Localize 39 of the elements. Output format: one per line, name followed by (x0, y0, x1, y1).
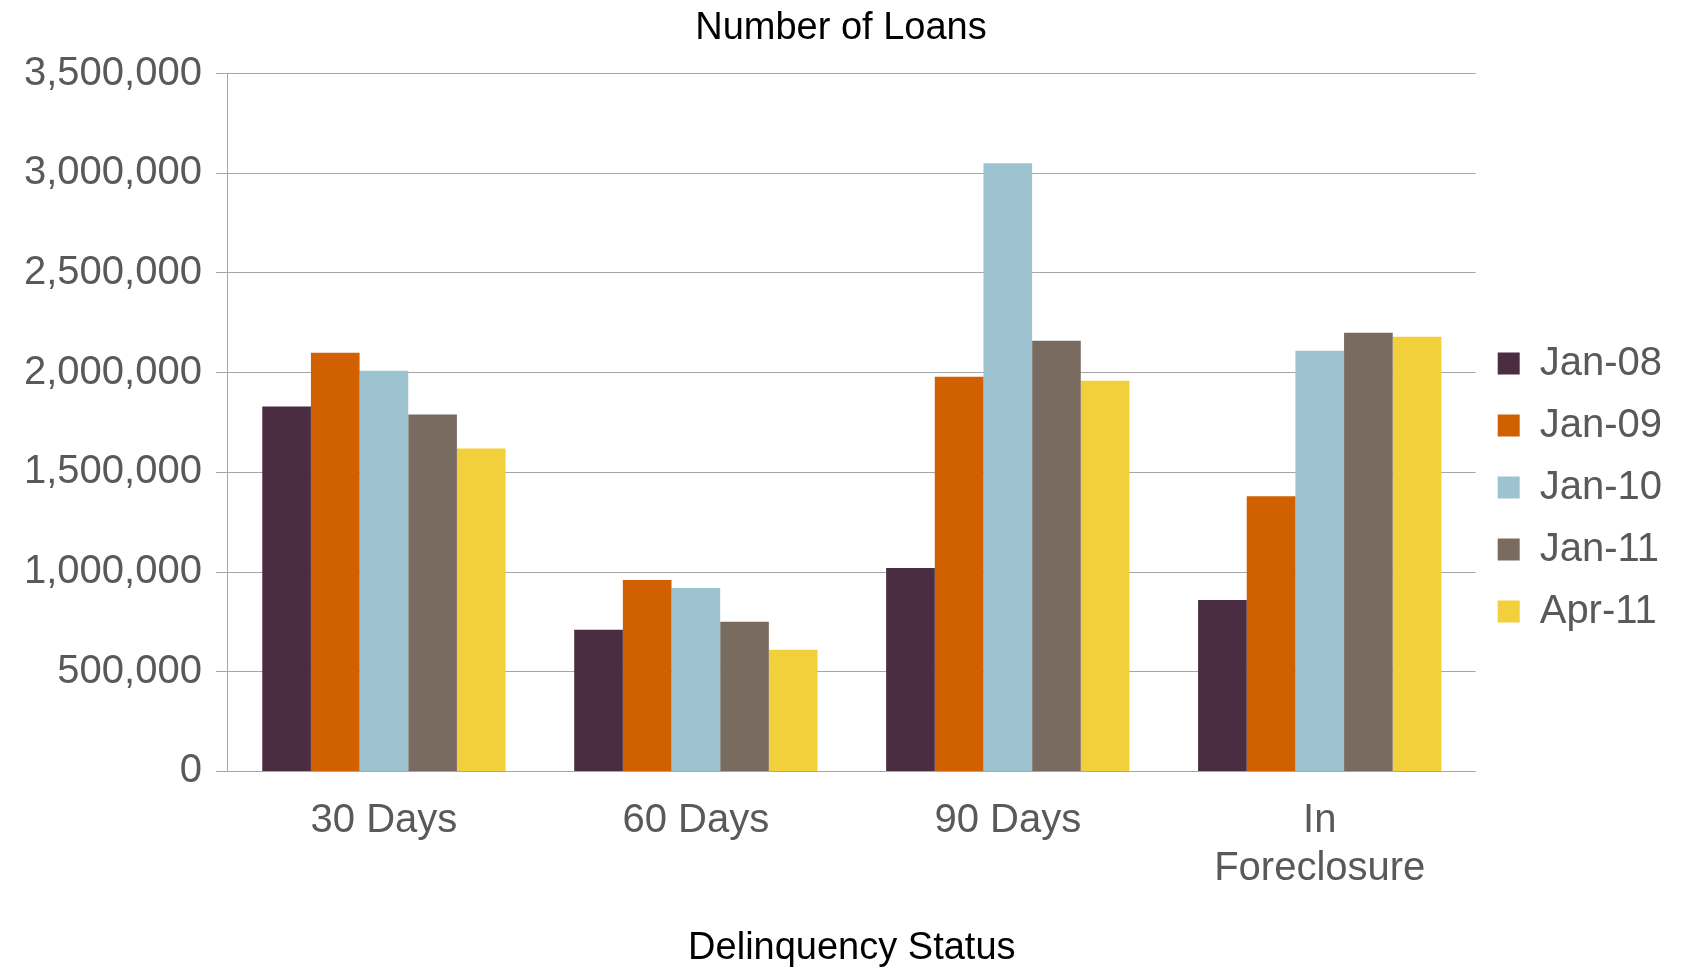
bar (934, 376, 984, 771)
y-tick-label: 1,500,000 (24, 447, 202, 492)
bar (359, 370, 409, 771)
legend-label: Jan-11 (1539, 524, 1660, 569)
x-axis-title: Delinquency Status (688, 924, 1016, 967)
bar (671, 587, 721, 771)
y-tick-label: 3,500,000 (24, 48, 202, 93)
bar (768, 649, 818, 771)
y-tick-label: 3,000,000 (24, 148, 202, 193)
legend-label: Jan-08 (1539, 338, 1663, 383)
x-tick-label: 30 Days (310, 796, 458, 841)
bar (408, 414, 457, 771)
bar (1198, 599, 1247, 771)
bar (1295, 350, 1345, 771)
bar (983, 163, 1033, 771)
bar (262, 406, 311, 771)
bar (1344, 332, 1393, 771)
bar (1392, 336, 1442, 771)
bar (622, 580, 672, 771)
y-tick-label: 2,500,000 (24, 248, 202, 292)
legend-label: Apr-11 (1539, 586, 1657, 631)
y-tick-label: 1,000,000 (24, 547, 202, 592)
bar (1246, 496, 1296, 771)
y-tick-label: 0 (179, 746, 202, 791)
chart-title: Number of Loans (695, 5, 987, 48)
legend-label: Jan-09 (1539, 400, 1663, 445)
bar (720, 621, 769, 771)
bar (1080, 380, 1130, 771)
bar (574, 629, 623, 771)
bar (310, 352, 360, 771)
x-tick-label: 90 Days (934, 796, 1082, 841)
legend-label: Jan-10 (1539, 462, 1663, 507)
x-tick-label: In Foreclosure (1214, 796, 1426, 889)
y-tick-label: 2,000,000 (24, 347, 202, 392)
y-tick-label: 500,000 (57, 646, 202, 691)
bar (1032, 340, 1081, 771)
bar (886, 568, 935, 771)
bar (456, 448, 506, 771)
x-tick-label: 60 Days (622, 796, 770, 841)
